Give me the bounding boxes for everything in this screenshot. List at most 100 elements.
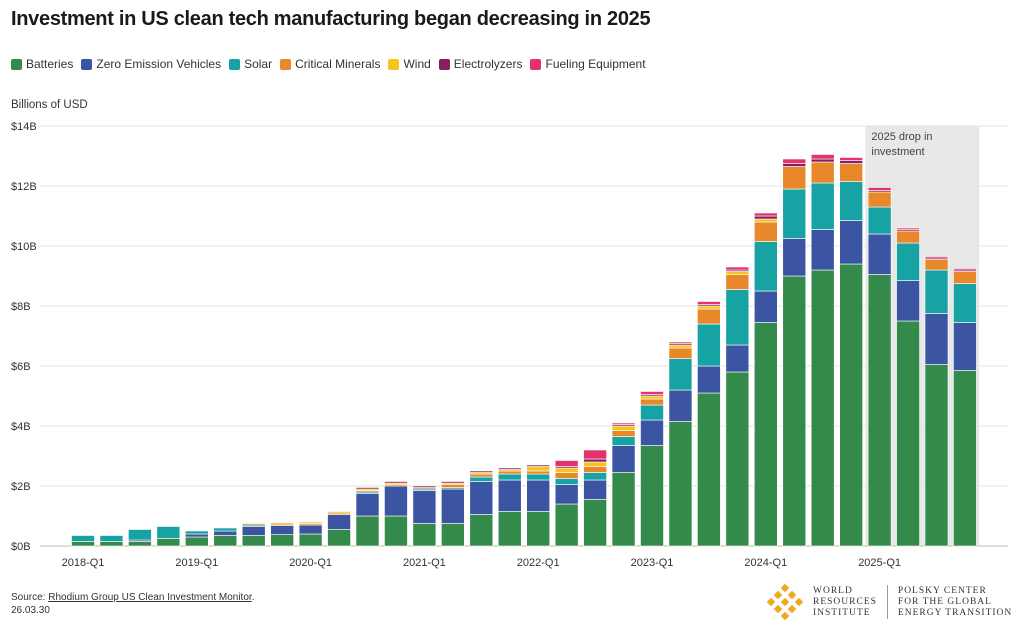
bar-segment-critical-minerals <box>896 230 920 244</box>
bar-segment-fueling-equipment <box>839 157 863 161</box>
bar-segment-zero-emission-vehicles <box>725 344 750 373</box>
bar-segment-critical-minerals <box>953 271 977 284</box>
bar-segment-zero-emission-vehicles <box>469 481 494 515</box>
legend-label: Fueling Equipment <box>545 57 646 71</box>
bar-segment-zero-emission-vehicles <box>668 389 693 422</box>
x-tick-label: 2018-Q1 <box>62 557 105 569</box>
legend-swatch <box>229 58 241 70</box>
bar-segment-fueling-equipment <box>867 187 892 191</box>
bar-segment-electrolyzers <box>526 464 551 467</box>
wri-logo-icon <box>767 584 803 620</box>
bar-segment-solar <box>782 188 807 239</box>
logo-divider <box>886 585 888 619</box>
bar-segment-zero-emission-vehicles <box>953 322 977 371</box>
bar-segment-critical-minerals <box>810 161 835 184</box>
wri-line-2: RESOURCES <box>813 596 877 607</box>
legend-swatch <box>11 58 22 70</box>
bar-segment-zero-emission-vehicles <box>185 533 209 538</box>
bar-segment-fueling-equipment <box>896 227 920 230</box>
bar-segment-zero-emission-vehicles <box>412 490 437 524</box>
bar-segment-batteries <box>810 269 835 547</box>
bar-segment-batteries <box>99 541 124 547</box>
bar-segment-batteries <box>241 535 266 547</box>
bar-segment-zero-emission-vehicles <box>384 485 408 517</box>
bar-segment-batteries <box>384 515 408 547</box>
bar-segment-solar <box>185 530 209 535</box>
bar-segment-critical-minerals <box>640 398 664 406</box>
annotation-line: 2025 drop in <box>871 131 932 143</box>
bar-segment-batteries <box>924 364 949 547</box>
bar-segment-batteries <box>128 541 152 547</box>
bar-segment-electrolyzers <box>469 470 494 473</box>
y-tick-label: $0B <box>11 541 31 553</box>
y-tick-label: $4B <box>11 421 31 433</box>
bar-segment-solar <box>697 323 721 367</box>
bar-segment-batteries <box>953 370 977 547</box>
legend-item-critical-minerals: Critical Minerals <box>280 57 380 71</box>
bar-segment-fueling-equipment <box>554 460 579 467</box>
legend-label: Batteries <box>26 57 74 71</box>
source-link[interactable]: Rhodium Group US Clean Investment Monito… <box>48 592 252 603</box>
bar-segment-fueling-equipment <box>725 266 750 271</box>
wri-logo-text: WORLD RESOURCES INSTITUTE <box>813 586 877 619</box>
legend-swatch <box>438 58 450 70</box>
bar-segment-solar <box>924 269 949 314</box>
bar-segment-solar <box>71 535 95 542</box>
bar-segment-solar <box>497 473 522 481</box>
bar-segment-zero-emission-vehicles <box>611 445 636 473</box>
bar-segment-wind <box>583 461 607 467</box>
x-tick-label: 2024-Q1 <box>744 557 787 569</box>
bar-segment-wind <box>327 511 351 514</box>
bar-segment-fueling-equipment <box>782 158 807 164</box>
bar-segment-critical-minerals <box>753 221 778 242</box>
bar-segment-electrolyzers <box>497 467 522 470</box>
bar-segment-electrolyzers <box>412 485 437 488</box>
bar-segment-zero-emission-vehicles <box>867 233 892 275</box>
bar-segment-batteries <box>668 421 693 547</box>
bar-segment-solar <box>583 472 607 481</box>
bar-segment-batteries <box>469 514 494 547</box>
y-tick-label: $8B <box>11 301 31 313</box>
x-tick-label: 2019-Q1 <box>175 557 218 569</box>
bar-segment-batteries <box>441 523 465 547</box>
legend-item-electrolyzers: Electrolyzers <box>438 57 522 71</box>
legend-label: Zero Emission Vehicles <box>96 57 222 71</box>
bar-segment-fueling-equipment <box>697 301 721 305</box>
bar-segment-zero-emission-vehicles <box>270 525 294 535</box>
bar-segment-solar <box>953 283 977 323</box>
bar-segment-wind <box>611 425 636 431</box>
bar-segment-solar <box>839 181 863 221</box>
polsky-line-1: POLSKY CENTER <box>897 585 987 596</box>
bar-segment-critical-minerals <box>839 163 863 182</box>
bar-segment-solar <box>867 206 892 235</box>
legend-swatch <box>388 58 400 70</box>
bar-segment-wind <box>725 271 750 275</box>
legend-item-wind: Wind <box>388 57 431 71</box>
logos: WORLD RESOURCES INSTITUTE POLSKY CENTER … <box>767 584 1012 620</box>
bar-segment-electrolyzers <box>583 458 607 463</box>
bar-segment-solar <box>611 436 636 446</box>
bar-segment-solar <box>469 476 494 482</box>
y-tick-label: $14B <box>11 121 37 133</box>
bar-segment-electrolyzers <box>384 481 408 484</box>
bar-segment-fueling-equipment <box>583 449 607 460</box>
bar-segment-critical-minerals <box>611 430 636 437</box>
bar-segment-fueling-equipment <box>668 341 693 344</box>
bar-segment-solar <box>753 241 778 292</box>
bar-segment-critical-minerals <box>697 308 721 325</box>
footer: Source: Rhodium Group US Clean Investmen… <box>11 591 254 617</box>
bar-segment-zero-emission-vehicles <box>640 419 664 446</box>
bar-segment-batteries <box>725 371 750 547</box>
bar-segment-wind <box>554 467 579 473</box>
bar-segment-electrolyzers <box>782 163 807 167</box>
bar-segment-electrolyzers <box>810 158 835 163</box>
bar-segment-critical-minerals <box>782 166 807 190</box>
bar-segment-wind <box>697 305 721 310</box>
bar-segment-batteries <box>640 445 664 547</box>
y-tick-label: $10B <box>11 241 37 253</box>
bar-segment-electrolyzers <box>753 215 778 220</box>
bar-segment-fueling-equipment <box>611 422 636 425</box>
bar-segment-batteries <box>697 392 721 547</box>
x-tick-label: 2022-Q1 <box>517 557 560 569</box>
bar-segment-critical-minerals <box>526 470 551 475</box>
